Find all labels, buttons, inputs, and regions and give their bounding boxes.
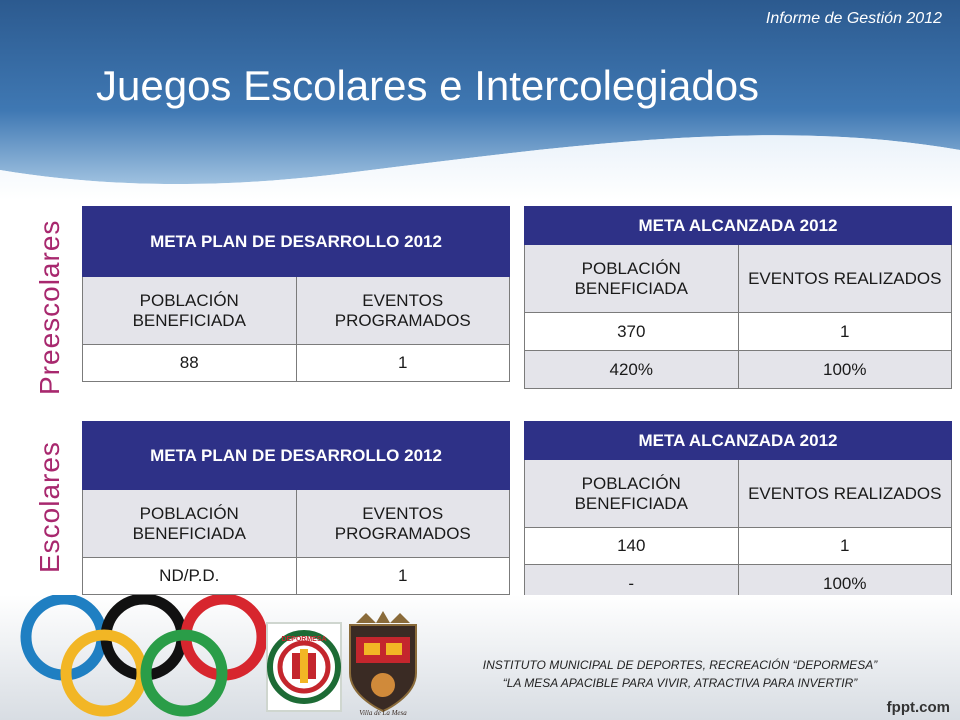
escolares-alcanzada-table: META ALCANZADA 2012 POBLACIÓN BENEFICIAD… (524, 421, 952, 603)
footer-line-1: INSTITUTO MUNICIPAL DE DEPORTES, RECREAC… (482, 658, 878, 672)
footer-logos: DEPORMESA Villa de La Mesa (0, 595, 960, 720)
cell-poblacion-percent: 420% (524, 350, 739, 389)
column-header-eventos: EVENTOS REALIZADOS (737, 244, 952, 313)
section-label-preescolares: Preescolares (34, 219, 65, 395)
footer-line-2: “LA MESA APACIBLE PARA VIVIR, ATRACTIVA … (502, 676, 858, 690)
cell-poblacion: 370 (524, 312, 739, 351)
cell-eventos: 1 (295, 344, 510, 382)
section-label-escolares: Escolares (34, 441, 65, 573)
column-header-poblacion: POBLACIÓN BENEFICIADA (524, 244, 739, 313)
table-title: META ALCANZADA 2012 (524, 206, 952, 245)
deportes-seal-icon: DEPORMESA (266, 622, 342, 712)
olympic-rings-icon (20, 595, 268, 717)
report-label: Informe de Gestión 2012 (765, 10, 942, 27)
cell-eventos: 1 (737, 527, 952, 565)
preescolares-alcanzada-table: META ALCANZADA 2012 POBLACIÓN BENEFICIAD… (524, 206, 952, 389)
header-background (0, 0, 960, 200)
municipal-crest-icon: Villa de La Mesa (349, 611, 417, 717)
cell-poblacion: ND/P.D. (82, 557, 297, 595)
cell-eventos: 1 (737, 312, 952, 351)
table-title: META ALCANZADA 2012 (524, 421, 952, 460)
page-title: Juegos Escolares e Intercolegiados (96, 62, 760, 109)
escolares-plan-table: META PLAN DE DESARROLLO 2012 POBLACIÓN B… (82, 421, 510, 595)
column-header-eventos: EVENTOS REALIZADOS (737, 459, 952, 528)
table-title: META PLAN DE DESARROLLO 2012 (82, 206, 510, 277)
cell-poblacion: 140 (524, 527, 739, 565)
cell-poblacion: 88 (82, 344, 297, 382)
column-header-eventos: EVENTOS PROGRAMADOS (295, 276, 510, 345)
column-header-poblacion: POBLACIÓN BENEFICIADA (524, 459, 739, 528)
brand-watermark: fppt.com (886, 699, 950, 716)
preescolares-plan-table: META PLAN DE DESARROLLO 2012 POBLACIÓN B… (82, 206, 510, 382)
footer-institution-text: INSTITUTO MUNICIPAL DE DEPORTES, RECREAC… (420, 656, 940, 692)
crest-text: Villa de La Mesa (359, 709, 407, 717)
table-title: META PLAN DE DESARROLLO 2012 (82, 421, 510, 490)
column-header-eventos: EVENTOS PROGRAMADOS (295, 489, 510, 558)
cell-eventos-percent: 100% (737, 350, 952, 389)
column-header-poblacion: POBLACIÓN BENEFICIADA (82, 489, 297, 558)
cell-eventos: 1 (295, 557, 510, 595)
column-header-poblacion: POBLACIÓN BENEFICIADA (82, 276, 297, 345)
seal-text: DEPORMESA (281, 636, 326, 643)
